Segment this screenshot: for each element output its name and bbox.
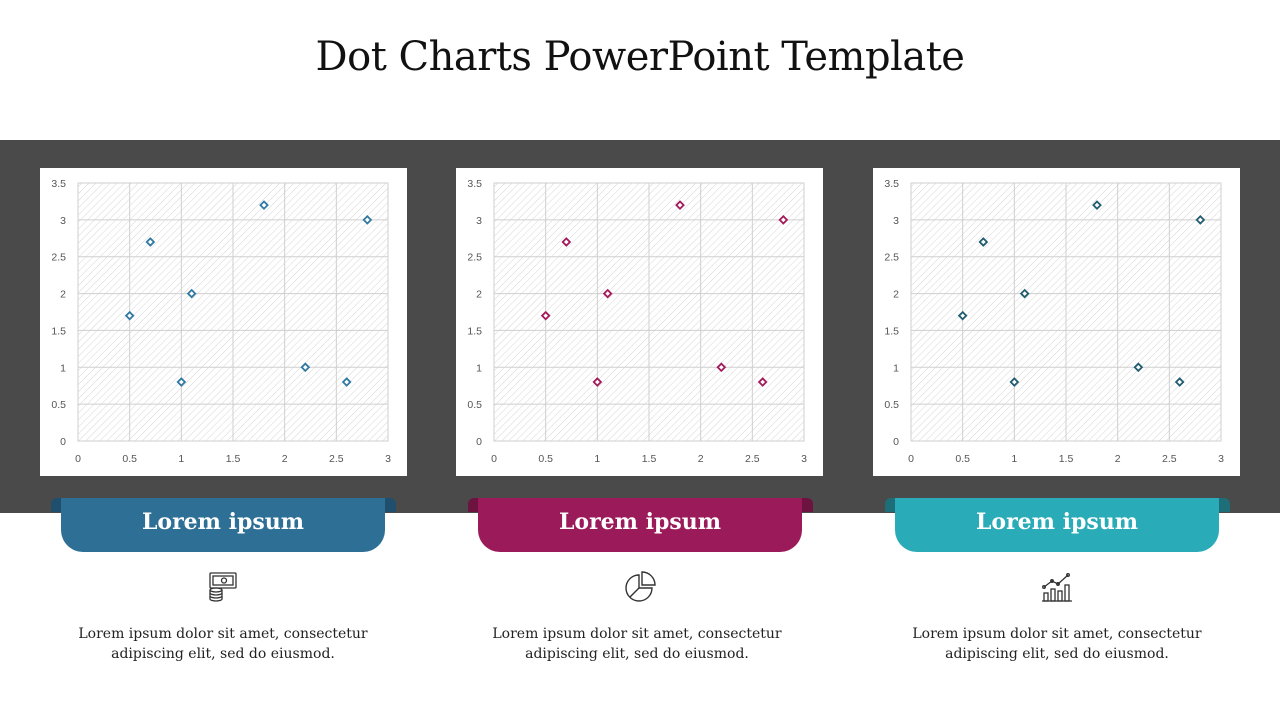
- y-tick-label: 2: [60, 289, 66, 301]
- x-tick-label: 0.5: [538, 453, 553, 465]
- page-title: Dot Charts PowerPoint Template: [315, 34, 965, 80]
- data-point: [186, 288, 197, 299]
- section-description-3-line1: Lorem ipsum dolor sit amet, consectetur: [912, 626, 1202, 642]
- data-point: [602, 288, 613, 299]
- chart-card-1: 0 0.5 1 1.5 2 2.5 3 3.5 0 0.5 1 1.5 2 2.5 3: [40, 168, 407, 476]
- x-tick-label: 2: [282, 453, 288, 465]
- scatter-chart-1: 0 0.5 1 1.5 2 2.5 3 3.5 0 0.5 1 1.5 2 2.5 3: [51, 178, 391, 465]
- y-tick-label: 2: [476, 289, 482, 301]
- x-tick-label: 3: [1218, 453, 1224, 465]
- y-tick-label: 3.5: [884, 178, 899, 190]
- data-point: [300, 362, 311, 373]
- section-tab-3: Lorem ipsum: [895, 498, 1219, 552]
- x-tick-label: 0: [908, 453, 914, 465]
- data-point: [124, 310, 135, 321]
- y-tick-label: 1: [476, 362, 482, 374]
- data-point: [176, 377, 187, 387]
- data-point: [757, 377, 768, 387]
- section-tab-2: Lorem ipsum: [478, 498, 802, 552]
- data-point: [1019, 288, 1030, 299]
- section-description-2: Lorem ipsum dolor sit amet, consectetur …: [477, 624, 797, 664]
- y-tick-label: 0: [893, 436, 899, 448]
- data-point: [675, 200, 685, 210]
- y-tick-label: 0.5: [884, 399, 899, 411]
- y-tick-label: 3: [60, 215, 66, 227]
- x-tick-label: 1.5: [226, 453, 241, 465]
- data-point: [362, 214, 373, 225]
- y-tick-label: 2.5: [51, 252, 66, 264]
- y-tick-label: 0: [476, 436, 482, 448]
- y-tick-label: 2.5: [467, 252, 482, 264]
- x-tick-label: 1.5: [642, 453, 657, 465]
- data-point: [716, 362, 727, 373]
- section-description-1-line2: adipiscing elit, sed do eiusmod.: [111, 646, 335, 662]
- y-tick-label: 0.5: [51, 399, 66, 411]
- x-tick-label: 1: [1011, 453, 1017, 465]
- y-tick-label: 3: [476, 215, 482, 227]
- data-point: [1009, 377, 1020, 387]
- y-tick-label: 0.5: [467, 399, 482, 411]
- y-tick-label: 3: [893, 215, 899, 227]
- chart-card-3: 0 0.5 1 1.5 2 2.5 3 3.5 0 0.5 1 1.5 2 2.5 3: [873, 168, 1240, 476]
- x-tick-label: 3: [385, 453, 391, 465]
- y-tick-label: 2.5: [884, 252, 899, 264]
- x-tick-label: 0.5: [955, 453, 970, 465]
- scatter-chart-2: 0 0.5 1 1.5 2 2.5 3 3.5 0 0.5 1 1.5 2 2.5 3: [467, 178, 807, 465]
- data-point: [145, 237, 156, 247]
- chart-card-2: 0 0.5 1 1.5 2 2.5 3 3.5 0 0.5 1 1.5 2 2.5 3: [456, 168, 823, 476]
- data-point: [957, 310, 968, 321]
- y-tick-label: 0: [60, 436, 66, 448]
- data-point: [1195, 214, 1206, 225]
- data-point: [1092, 200, 1102, 210]
- x-tick-label: 1: [594, 453, 600, 465]
- x-tick-label: 1: [178, 453, 184, 465]
- section-tab-1: Lorem ipsum: [61, 498, 385, 552]
- x-tick-label: 3: [801, 453, 807, 465]
- x-tick-label: 2: [698, 453, 704, 465]
- y-tick-label: 3.5: [51, 178, 66, 190]
- x-tick-label: 2: [1115, 453, 1121, 465]
- section-description-1: Lorem ipsum dolor sit amet, consectetur …: [63, 624, 383, 664]
- y-tick-label: 1: [60, 362, 66, 374]
- bar-growth-chart-icon: [1042, 573, 1072, 602]
- section-description-2-line1: Lorem ipsum dolor sit amet, consectetur: [492, 626, 782, 642]
- x-tick-label: 0: [491, 453, 497, 465]
- data-point: [540, 310, 551, 321]
- x-tick-label: 2.5: [329, 453, 344, 465]
- data-point: [592, 377, 603, 387]
- y-tick-label: 2: [893, 289, 899, 301]
- section-description-1-line1: Lorem ipsum dolor sit amet, consectetur: [78, 626, 368, 642]
- x-tick-label: 2.5: [1162, 453, 1177, 465]
- data-point: [1174, 377, 1185, 387]
- x-tick-label: 2.5: [745, 453, 760, 465]
- section-description-3: Lorem ipsum dolor sit amet, consectetur …: [897, 624, 1217, 664]
- scatter-chart-3: 0 0.5 1 1.5 2 2.5 3 3.5 0 0.5 1 1.5 2 2.5 3: [884, 178, 1224, 465]
- y-tick-label: 1.5: [467, 325, 482, 337]
- pie-chart-icon: [625, 571, 656, 602]
- data-point: [341, 377, 352, 387]
- data-point: [259, 200, 269, 210]
- x-tick-label: 0.5: [122, 453, 137, 465]
- data-point: [978, 237, 989, 247]
- section-description-2-line2: adipiscing elit, sed do eiusmod.: [525, 646, 749, 662]
- x-tick-label: 1.5: [1059, 453, 1074, 465]
- y-tick-label: 3.5: [467, 178, 482, 190]
- data-point: [1133, 362, 1144, 373]
- y-tick-label: 1.5: [51, 325, 66, 337]
- data-point: [561, 237, 572, 247]
- section-description-3-line2: adipiscing elit, sed do eiusmod.: [945, 646, 1169, 662]
- data-point: [778, 214, 789, 225]
- money-coins-icon: [209, 572, 237, 602]
- y-tick-label: 1: [893, 362, 899, 374]
- x-tick-label: 0: [75, 453, 81, 465]
- y-tick-label: 1.5: [884, 325, 899, 337]
